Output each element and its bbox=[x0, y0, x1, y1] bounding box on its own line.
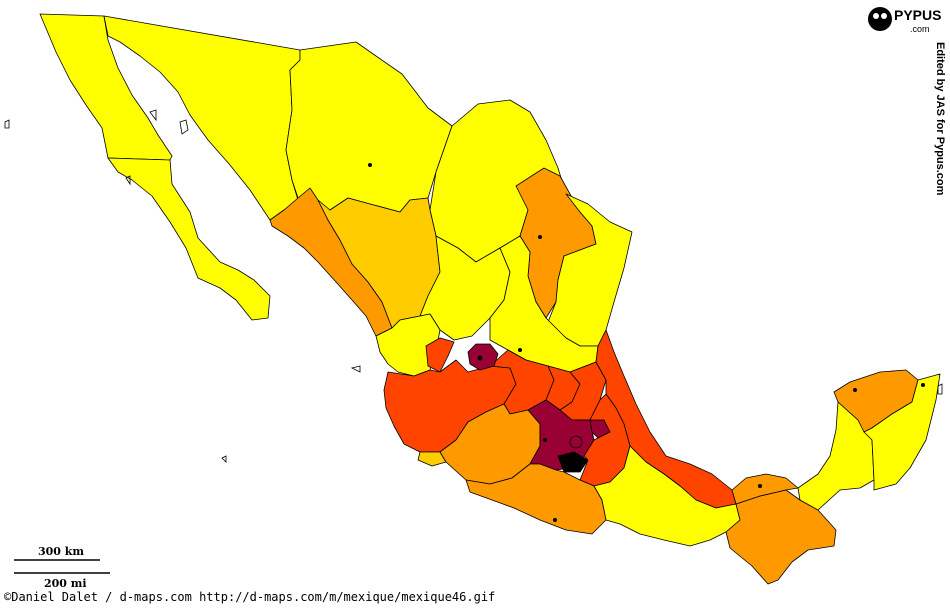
state-mexico-city: Morelos bbox=[569, 435, 583, 449]
capital-dot bbox=[853, 388, 857, 392]
state-baja-california-sur: Baja California Sur bbox=[107, 157, 271, 321]
credit-vertical: Edited by JAS for Pypus.com bbox=[930, 42, 948, 212]
pypus-logo-subtext: .com bbox=[910, 24, 930, 34]
island-revillagigedo bbox=[350, 365, 361, 373]
capital-markers bbox=[368, 163, 925, 522]
capital-dot bbox=[368, 163, 372, 167]
capital-dot bbox=[921, 383, 925, 387]
island-angel bbox=[149, 109, 157, 122]
capital-dot bbox=[543, 438, 547, 442]
state-zacatecas: Zacatecas bbox=[419, 235, 511, 341]
state-colima: Colima bbox=[417, 451, 447, 467]
scale-bar: 300 km 200 mi bbox=[14, 545, 110, 590]
scale-mi-label: 200 mi bbox=[44, 577, 87, 590]
island-guadalupe bbox=[4, 119, 10, 129]
capital-dot bbox=[538, 235, 542, 239]
island-cozumel bbox=[937, 383, 943, 395]
capital-dot bbox=[518, 348, 522, 352]
scale-km-label: 300 km bbox=[38, 545, 84, 558]
state-quintana-roo: Quintana Roo bbox=[863, 373, 941, 491]
state-chihuahua: Chihuahua bbox=[285, 41, 453, 213]
island-tiburon bbox=[179, 119, 189, 135]
capital-dot bbox=[477, 355, 483, 361]
island-cedros bbox=[125, 175, 131, 186]
state-chiapas: Chiapas bbox=[725, 489, 837, 585]
island-marias bbox=[221, 455, 227, 463]
pypus-logo-icon bbox=[868, 7, 892, 31]
pypus-logo-text: PYPUS bbox=[894, 7, 941, 23]
state-baja-california: Baja California bbox=[39, 13, 173, 161]
state-aguascalientes: Aguascalientes bbox=[425, 337, 455, 373]
state-morelos: Mexico City bbox=[557, 451, 589, 473]
footer-source: ©Daniel Dalet / d-maps.com http://d-maps… bbox=[4, 590, 496, 604]
credit-text: Edited by JAS for Pypus.com bbox=[934, 42, 946, 196]
capital-dot bbox=[758, 484, 762, 488]
pypus-logo: PYPUS .com bbox=[866, 2, 948, 36]
capital-dot bbox=[553, 518, 557, 522]
state-enclave-crimson: Jalisco enclave bbox=[467, 343, 499, 371]
